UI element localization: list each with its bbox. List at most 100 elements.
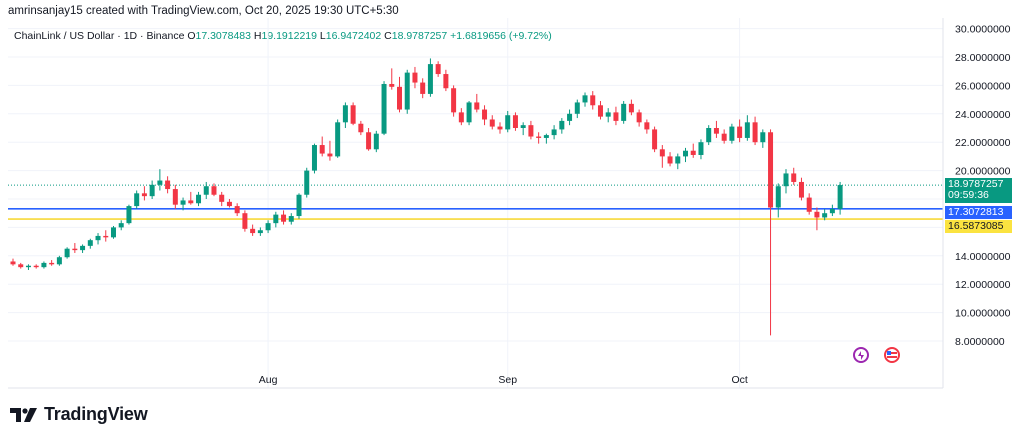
candle-body-down (389, 83, 395, 87)
candle-body-up (25, 265, 31, 268)
candle-body-down (482, 109, 488, 120)
candle-body-down (791, 173, 797, 182)
y-tick-label: 10.0000000 (955, 308, 1011, 320)
y-tick-label: 8.0000000 (955, 336, 1005, 348)
candle-body-down (281, 214, 287, 222)
horizontal-lines (8, 184, 943, 220)
candle-body-up (296, 194, 302, 217)
candle-body-down (590, 95, 596, 106)
candle-body-up (466, 102, 472, 123)
candle-body-up (543, 135, 549, 138)
candle-body-down (242, 213, 248, 229)
author-credit: amrinsanjay15 created with TradingView.c… (8, 5, 399, 17)
candle-body-up (574, 102, 580, 114)
candle-body-down (219, 194, 225, 202)
close-value: 18.9787257 (391, 30, 448, 42)
candle-body-up (157, 180, 163, 185)
grid (8, 18, 943, 388)
axes: 8.0000000 10.0000000 12.0000000 14.0000000 1… (8, 18, 1011, 389)
candle-body-down (512, 115, 518, 128)
y-tick-label: 14.0000000 (955, 251, 1011, 263)
blue-line-price-tag: 17.3072813 (945, 206, 1012, 219)
candle-body-up (134, 193, 140, 207)
candle-body-up (342, 105, 348, 123)
symbol-name: ChainLink / US Dollar · 1D · Binance (14, 30, 185, 42)
last-price-tag: 18.9787257 09:59:36 (945, 178, 1012, 203)
y-tick-label: 22.0000000 (955, 137, 1011, 149)
candle-body-up (64, 248, 70, 258)
candle-body-up (683, 150, 689, 157)
us-flag-stripe (887, 352, 897, 354)
open-label: O (187, 30, 196, 42)
candle-body-down (10, 261, 16, 265)
candle-body-up (180, 200, 186, 205)
candle-body-down (690, 150, 696, 155)
candle-body-down (72, 248, 78, 251)
candle-body-down (366, 132, 372, 150)
candle-body-up (373, 133, 379, 150)
last-price-value: 18.9787257 (948, 178, 1004, 190)
candle-body-up (567, 113, 573, 121)
candles (10, 58, 843, 336)
candle-body-up (744, 122, 750, 138)
close-label: C (384, 30, 392, 42)
candle-body-down (652, 129, 658, 150)
candle-body-down (226, 201, 232, 207)
candle-body-down (636, 112, 642, 123)
x-tick-label: Aug (259, 374, 278, 386)
candle-body-down (597, 105, 603, 117)
candle-body-down (327, 153, 333, 157)
candle-body-up (257, 230, 263, 234)
candle-body-down (188, 200, 194, 204)
candle-body-up (335, 122, 341, 157)
candle-body-up (87, 240, 93, 246)
candle-body-up (706, 128, 712, 143)
candle-body-down (659, 149, 665, 157)
candle-body-down (18, 264, 24, 268)
us-flag-canton (887, 351, 891, 355)
y-tick-label: 20.0000000 (955, 166, 1011, 178)
candle-body-down (458, 112, 464, 123)
candle-body-down (420, 82, 426, 94)
x-tick-label: Sep (498, 374, 517, 386)
candle-body-up (551, 129, 557, 136)
indicator-badges[interactable] (853, 347, 900, 363)
candle-body-up (520, 125, 526, 128)
candle-body-down (814, 211, 820, 218)
candle-body-up (427, 64, 433, 94)
candle-body-down (319, 145, 325, 154)
candle-body-down (806, 197, 812, 212)
candle-body-down (412, 72, 418, 83)
candle-body-up (265, 223, 271, 231)
candle-body-up (110, 227, 116, 238)
candle-body-up (760, 132, 766, 143)
candle-body-down (103, 235, 109, 238)
candle-body-down (165, 180, 171, 190)
candle-body-up (80, 245, 86, 251)
candle-body-up (196, 194, 202, 204)
y-tick-label: 28.0000000 (955, 52, 1011, 64)
low-label: L (319, 30, 326, 42)
candle-body-up (675, 156, 681, 164)
y-tick-label: 12.0000000 (955, 279, 1011, 291)
yellow-line-price-tag: 16.5873085 (945, 220, 1012, 233)
candle-body-up (822, 213, 828, 218)
candle-body-down (798, 181, 804, 198)
candle-body-down (474, 102, 480, 110)
candle-body-up (126, 206, 132, 224)
tradingview-logo-text: TradingView (44, 404, 148, 424)
candle-body-down (768, 132, 774, 208)
high-value: 19.1912219 (261, 30, 317, 42)
candle-body-up (783, 173, 789, 187)
candle-body-up (559, 120, 565, 130)
candle-body-down (250, 228, 256, 234)
change-value: +1.6819656 (+9.72%) (450, 30, 552, 42)
candle-body-down (644, 122, 650, 130)
candle-body-up (698, 142, 704, 155)
candle-body-up (621, 103, 627, 121)
candle-body-up (41, 262, 47, 268)
bar-countdown: 09:59:36 (948, 189, 989, 201)
candle-body-up (381, 83, 387, 134)
tradingview-logo[interactable]: TradingView (10, 404, 148, 425)
